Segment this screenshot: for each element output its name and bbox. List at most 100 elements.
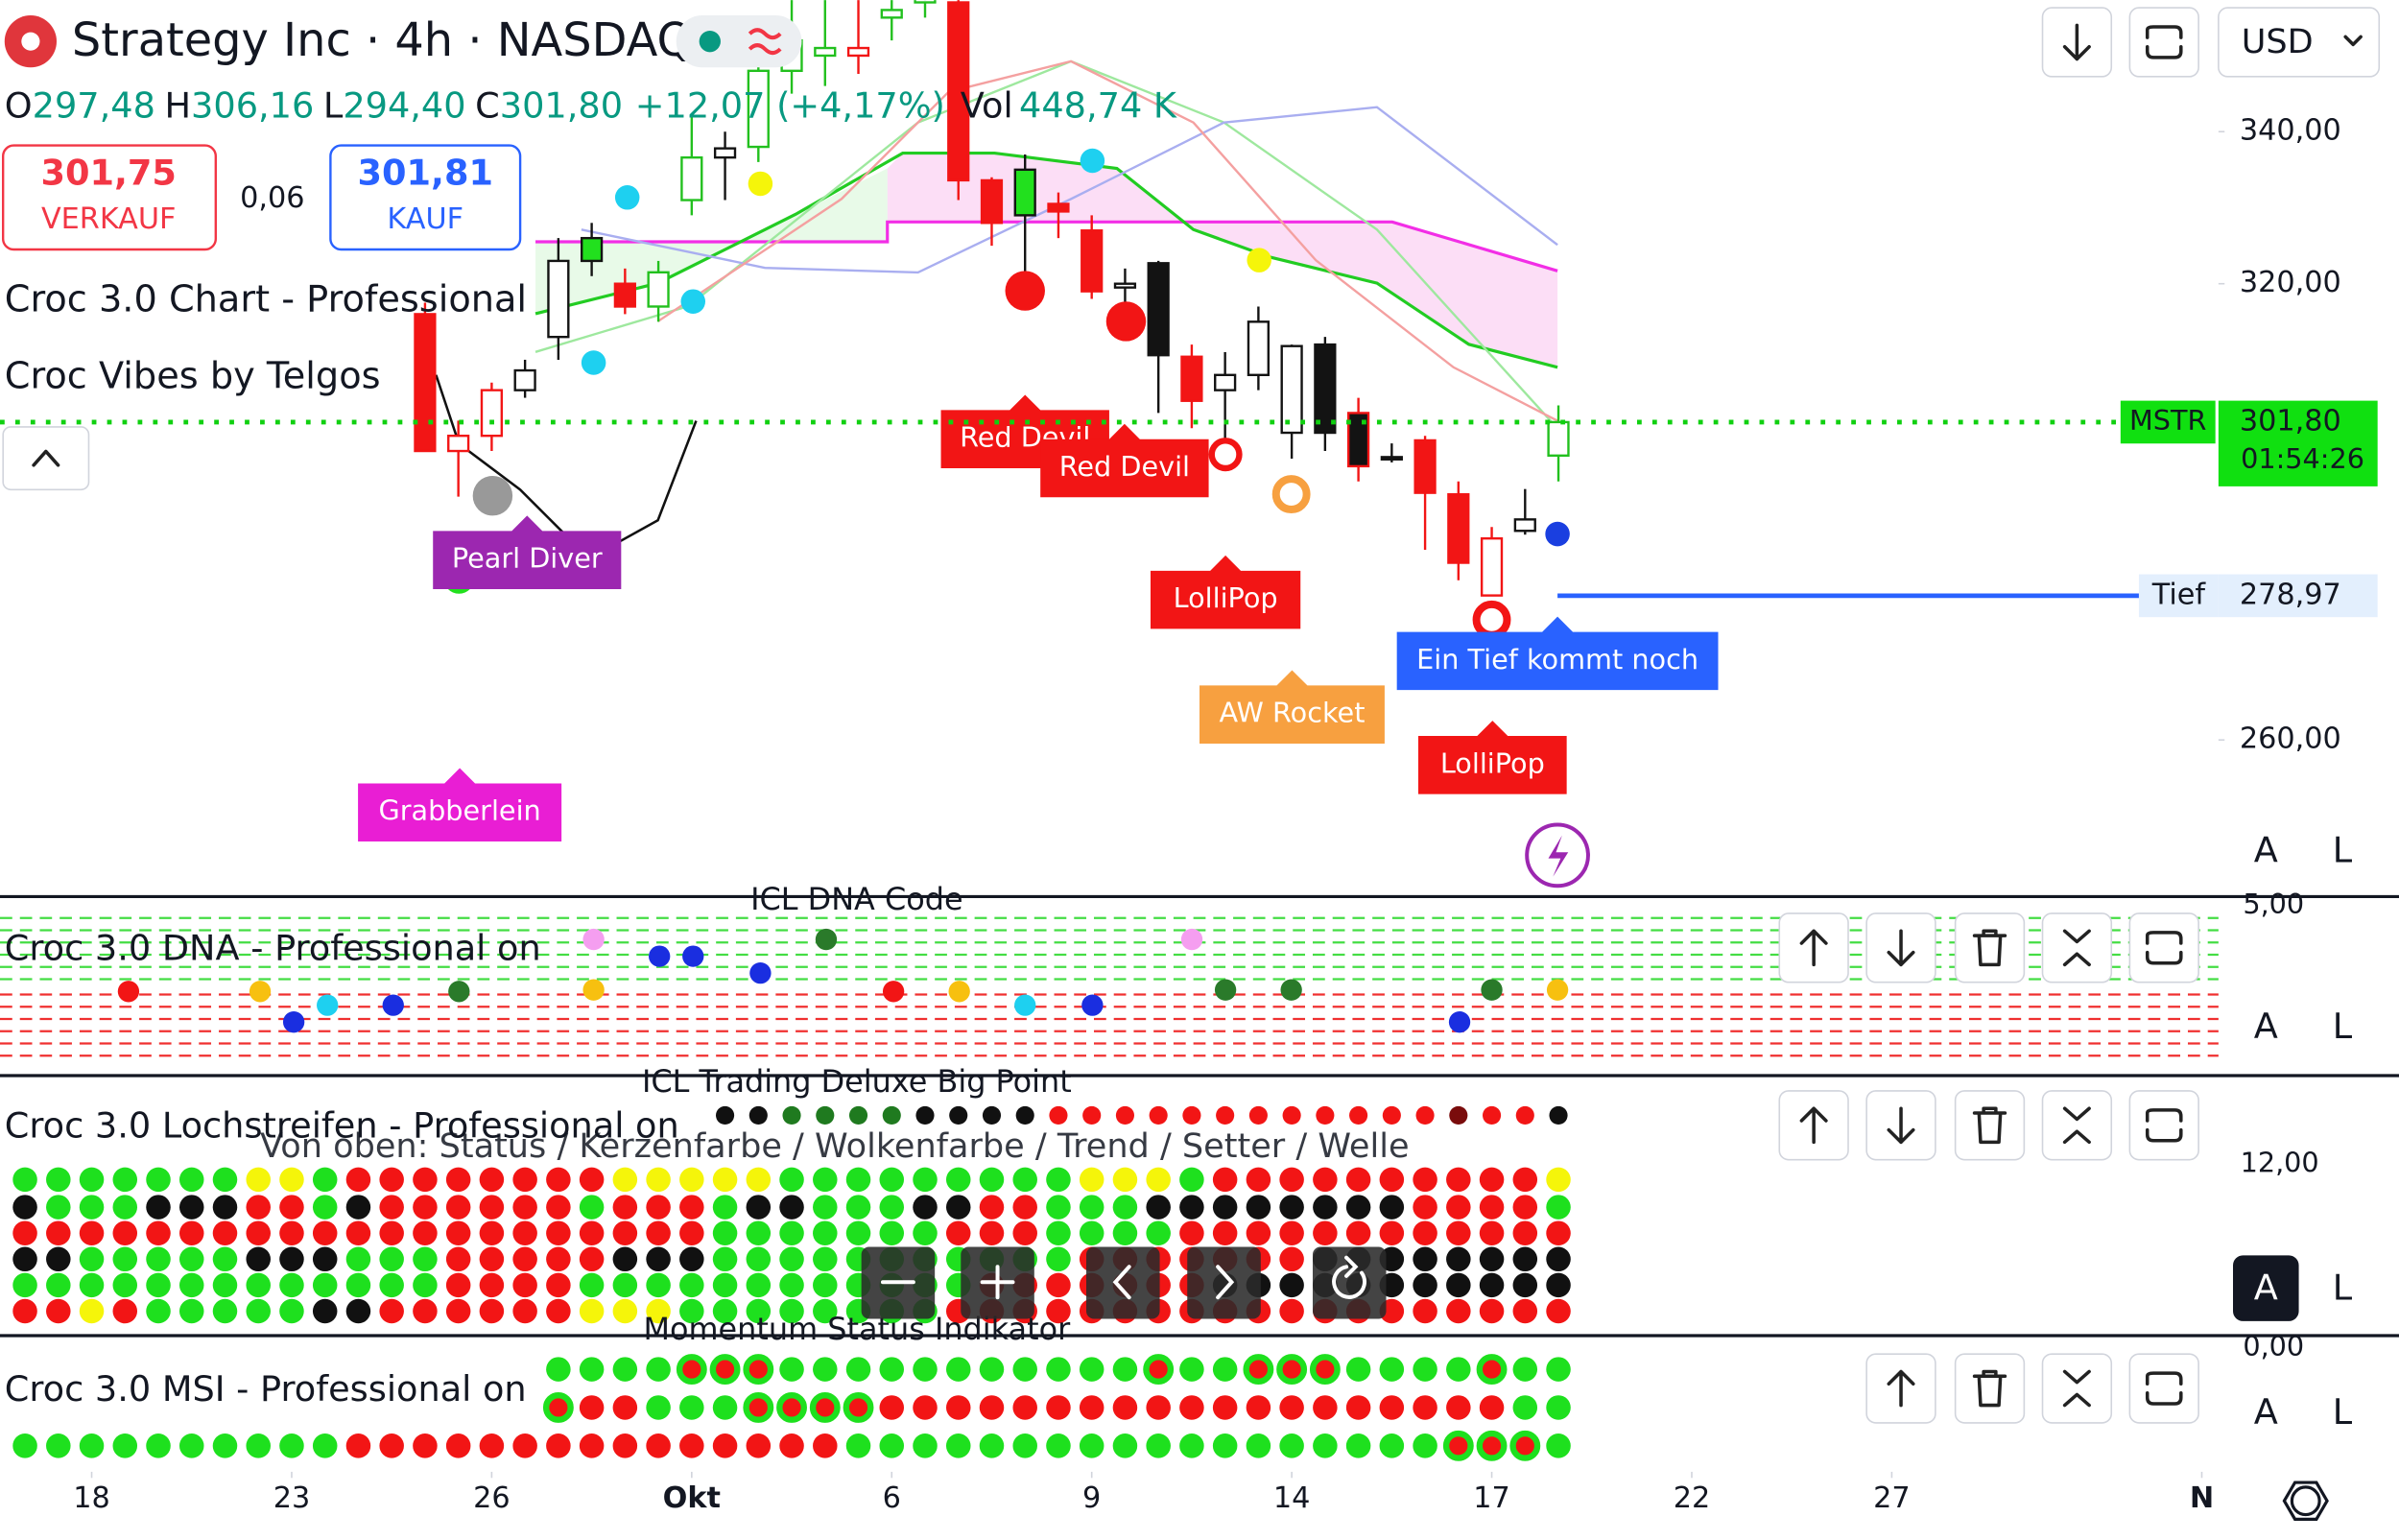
full-button[interactable] [2128, 1353, 2199, 1424]
collapse-icon[interactable] [2062, 1369, 2091, 1408]
zoom-icon[interactable] [1332, 1255, 1366, 1299]
currency-select[interactable] [2218, 7, 2381, 78]
status-dot [879, 1357, 905, 1382]
status-dot [79, 1195, 105, 1220]
zoom-button[interactable] [1187, 1246, 1261, 1319]
status-dot [146, 1195, 171, 1220]
down-icon[interactable] [1887, 929, 1915, 967]
zoom-button[interactable] [1312, 1246, 1387, 1319]
buy-box[interactable] [329, 144, 522, 251]
status-dot [1146, 1220, 1171, 1245]
signal-tag [1200, 670, 1385, 744]
buy-price[interactable]: 301,81 [358, 152, 493, 193]
full-button[interactable] [2128, 1090, 2199, 1161]
trash-button[interactable] [1954, 1353, 2026, 1424]
auto-scale-label[interactable]: A [2254, 1006, 2278, 1047]
zoom-icon[interactable] [1112, 1265, 1131, 1300]
buy-button[interactable]: 301,81 KAUF [329, 144, 522, 251]
status-dot [1182, 1105, 1201, 1125]
sell-price[interactable]: 301,75 [40, 152, 176, 193]
trash-icon[interactable] [1972, 1106, 2007, 1145]
up-icon[interactable] [1799, 1106, 1828, 1145]
trash-icon[interactable] [1972, 929, 2007, 967]
auto-scale-button[interactable] [2233, 1255, 2299, 1321]
status-dot [1446, 1357, 1471, 1382]
status-dot [1446, 1167, 1471, 1193]
logo [21, 32, 40, 51]
status-dot [12, 1433, 37, 1458]
settings-button[interactable] [2282, 1481, 2329, 1521]
collapse-button[interactable] [2041, 1090, 2113, 1161]
status-dot [1512, 1357, 1538, 1382]
log-scale-label[interactable]: L [2333, 1006, 2353, 1047]
trash-button[interactable] [1954, 1090, 2026, 1161]
status-dot [1413, 1298, 1437, 1324]
currency[interactable]: USD [2242, 22, 2314, 61]
full-icon[interactable] [2145, 25, 2183, 59]
status-dot [246, 1246, 271, 1272]
full-button[interactable] [2128, 912, 2199, 983]
log-scale-label[interactable]: L [2333, 830, 2353, 871]
settings-button[interactable] [2290, 1485, 2321, 1517]
collapse-icon[interactable] [2062, 1106, 2091, 1145]
dot [1081, 994, 1104, 1016]
zoom-icon[interactable] [1216, 1265, 1235, 1300]
trash-button[interactable] [1954, 912, 2026, 983]
zoom-icon[interactable] [980, 1265, 1015, 1300]
auto-scale-label[interactable]: A [2254, 1268, 2278, 1309]
status-dot [1112, 1220, 1138, 1245]
log-scale-button[interactable] [2310, 818, 2375, 884]
collapse-button[interactable] [2041, 912, 2113, 983]
candle-body [1480, 536, 1504, 597]
status-dot [1413, 1220, 1437, 1245]
dot [448, 981, 470, 1003]
status-dot [1046, 1220, 1071, 1245]
log-scale-button[interactable] [2310, 1256, 2375, 1321]
trash-icon[interactable] [1972, 1369, 2007, 1408]
down-icon[interactable] [2062, 23, 2091, 61]
status-dot [982, 1105, 1002, 1125]
sell-label[interactable]: VERKAUF [41, 202, 177, 236]
up-icon[interactable] [1799, 929, 1828, 967]
full-icon[interactable] [2145, 1108, 2183, 1143]
status-dot [413, 1167, 438, 1193]
status-dot [312, 1167, 338, 1193]
status-dot [1379, 1167, 1405, 1193]
log-scale-label[interactable]: L [2333, 1391, 2353, 1433]
buy-label[interactable]: KAUF [387, 202, 463, 236]
full-icon[interactable] [2145, 1371, 2183, 1406]
collapse-button[interactable] [2, 426, 90, 491]
zoom-button[interactable] [1086, 1246, 1160, 1319]
status-dot [743, 1354, 774, 1386]
collapse-icon[interactable] [2062, 929, 2091, 967]
log-scale-label[interactable]: L [2333, 1268, 2353, 1309]
signal-tag [358, 768, 562, 842]
down-icon[interactable] [1887, 1106, 1915, 1145]
indicator-name: Croc Vibes by Telgos [5, 354, 381, 397]
candle-body [414, 313, 437, 453]
full-button[interactable] [2128, 7, 2199, 78]
status-dot [1146, 1167, 1171, 1193]
log-scale-button[interactable] [2310, 1380, 2375, 1445]
auto-scale-button[interactable] [2233, 993, 2299, 1060]
auto-scale-label[interactable]: A [2254, 830, 2278, 871]
collapse-icon[interactable] [32, 449, 60, 467]
auto-scale-label[interactable]: A [2254, 1391, 2278, 1433]
sell-box[interactable] [1, 144, 218, 251]
full-icon[interactable] [2145, 931, 2183, 965]
log-scale-button[interactable] [2310, 994, 2375, 1059]
sell-button[interactable]: 301,75 VERKAUF [1, 144, 218, 251]
auto-scale-button[interactable] [2233, 1379, 2299, 1446]
status-dot [512, 1195, 537, 1220]
dropdown-icon[interactable] [2343, 35, 2363, 47]
status-dot [1479, 1167, 1505, 1193]
axis-label: 5,00 [2243, 888, 2304, 920]
status-dot [813, 1246, 838, 1272]
collapse-button[interactable] [2041, 1353, 2113, 1424]
auto-scale-button[interactable] [2233, 817, 2299, 884]
candle-body [1113, 282, 1137, 289]
lightning-icon[interactable] [1548, 835, 1569, 877]
up-icon[interactable] [1887, 1369, 1915, 1408]
status-dot [1012, 1167, 1037, 1193]
